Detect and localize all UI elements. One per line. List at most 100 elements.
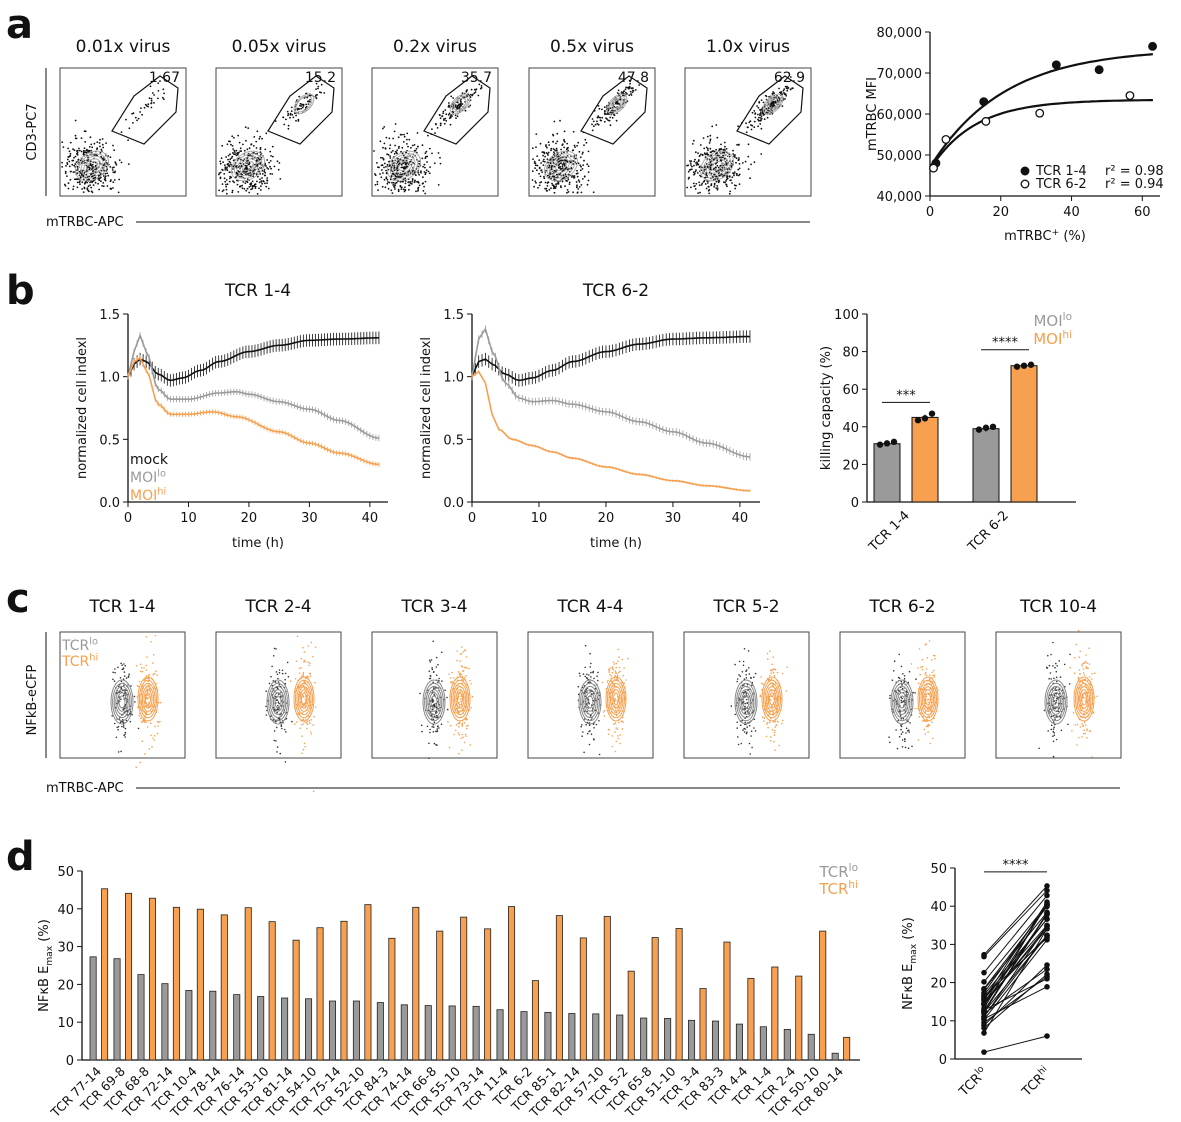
event-dot [244,164,247,167]
event-dot [1086,729,1088,732]
event-dot [1056,665,1058,667]
event-dot [582,164,585,167]
data-point [981,116,991,126]
event-dot [1059,676,1062,678]
event-dot [431,718,433,720]
event-dot [287,127,290,130]
event-dot [724,145,726,148]
event-dot [374,184,377,186]
series-line [127,337,379,382]
event-dot [621,658,623,661]
event-dot [729,190,732,193]
event-dot [579,675,581,677]
event-dot [114,671,116,674]
event-dot [97,182,99,185]
event-dot [587,699,590,701]
event-dot [406,162,409,164]
event-dot [744,721,747,724]
event-dot [243,187,246,190]
error-bars [127,332,380,442]
event-dot [255,140,258,143]
event-dot [550,187,552,190]
event-dot [710,183,713,185]
event-dot [465,735,467,737]
event-dot [713,167,715,170]
event-dot [397,190,400,193]
event-dot [748,121,751,124]
event-dot [260,180,263,183]
event-dot [418,184,421,187]
event-dot [281,669,284,672]
event-dot [258,181,261,184]
event-dot [612,661,615,663]
event-dot [255,147,258,149]
event-dot [466,89,469,91]
event-dot [447,720,449,723]
event-dot [434,122,437,125]
event-dot [433,742,436,745]
event-dot [102,146,105,149]
event-dot [596,120,598,123]
event-dot [156,720,159,723]
event-dot [744,702,746,705]
event-dot [244,168,246,171]
event-dot [151,92,154,94]
event-dot [924,673,926,675]
contour-ring [139,679,157,719]
event-dot [286,661,289,664]
event-dot [113,166,115,169]
contour-ring [140,682,156,716]
event-dot [694,151,697,154]
event-dot [576,191,579,194]
event-dot [302,684,305,687]
event-dot [408,138,411,141]
event-dot [114,668,116,670]
significance-stars: **** [992,336,1019,351]
event-dot [540,169,542,172]
event-dot [703,147,706,150]
event-dot [120,750,122,753]
event-dot [235,154,238,157]
event-dot [789,76,792,78]
event-dot [67,182,70,185]
event-dot [429,677,432,680]
event-dot [64,172,67,175]
event-dot [458,722,461,725]
event-dot [383,126,386,128]
event-dot [544,187,546,190]
event-dot [388,147,391,150]
event-dot [148,687,151,690]
event-dot [314,646,317,649]
flow-a-gate [267,75,335,145]
data-point [1148,41,1158,51]
event-dot [607,119,610,122]
event-dot [578,180,581,183]
event-dot [577,179,580,182]
event-dot [448,673,450,676]
contour-ring [608,95,626,113]
event-dot [444,689,446,691]
event-dot [1053,677,1055,680]
event-dot [592,738,595,740]
event-dot [1052,665,1054,667]
event-dot [415,147,418,150]
event-dot [388,181,391,184]
event-dot [469,104,472,107]
event-dot [432,718,435,721]
event-dot [760,99,763,101]
data-point [989,423,997,430]
event-dot [394,177,397,180]
event-dot [143,721,146,723]
event-dot [746,702,749,704]
event-dot [299,104,301,107]
event-dot [1085,711,1087,714]
event-dot [560,162,562,165]
event-dot [898,736,901,738]
flow-a-events [373,83,483,195]
event-dot [1047,730,1049,732]
event-dot [1082,662,1085,665]
event-dot [276,699,279,701]
event-dot [537,186,539,189]
event-dot [456,106,459,108]
event-dot [749,753,751,755]
